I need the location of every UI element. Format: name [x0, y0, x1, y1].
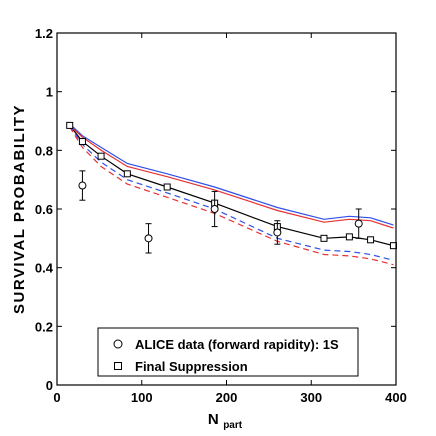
legend-box: [97, 327, 359, 377]
y-tick-label: 0: [46, 378, 53, 393]
x-axis-title-main: N: [208, 411, 219, 428]
x-tick-label: 300: [300, 390, 322, 405]
y-tick-label: 0.6: [35, 202, 53, 217]
series-line-3: [69, 124, 394, 229]
y-axis-title: SURVIVAL PROBABILITY: [11, 104, 28, 314]
x-tick-label: 100: [131, 390, 153, 405]
x-axis-title-sub: part: [223, 420, 243, 431]
alice-data-point: [78, 181, 87, 190]
final-suppression-marker: [97, 152, 105, 160]
y-tick-label: 0.8: [35, 143, 53, 158]
final-suppression-marker: [345, 233, 353, 241]
y-tick-label: 0.2: [35, 319, 53, 334]
alice-data-point: [144, 234, 153, 243]
y-tick-label: 0.4: [35, 261, 54, 276]
series-line-2: [69, 123, 394, 226]
final-suppression-marker: [123, 170, 131, 178]
legend-circle-marker: [113, 339, 123, 349]
y-tick-label: 1: [46, 85, 53, 100]
final-suppression-marker: [320, 234, 328, 242]
legend-label-final-suppression: Final Suppression: [135, 359, 248, 374]
final-suppression-marker: [163, 183, 171, 191]
alice-data-point: [273, 228, 282, 237]
y-tick-label: 1.2: [35, 26, 53, 41]
x-tick-label: 0: [53, 390, 60, 405]
series-line-1: [69, 125, 394, 247]
final-suppression-marker: [78, 138, 86, 146]
alice-data-point: [354, 219, 363, 228]
final-suppression-marker: [66, 121, 74, 129]
legend-square-marker: [114, 362, 122, 370]
legend-label-alice: ALICE data (forward rapidity): 1S: [135, 337, 339, 352]
x-tick-label: 400: [385, 390, 407, 405]
x-axis-title: N part: [208, 411, 243, 431]
alice-data-point: [210, 205, 219, 213]
final-suppression-marker: [367, 236, 375, 244]
x-tick-label: 200: [216, 390, 238, 405]
